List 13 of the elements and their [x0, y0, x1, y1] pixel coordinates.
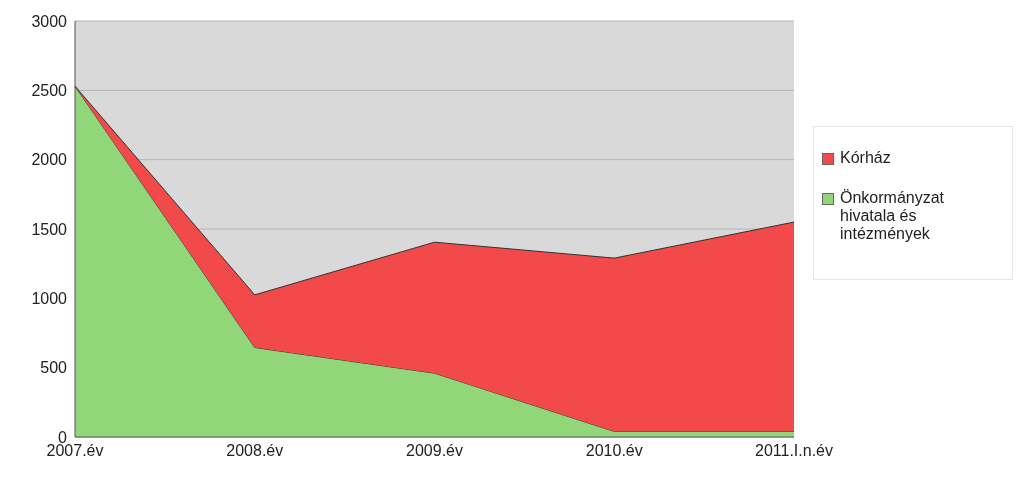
- y-tick-label: 1000: [31, 290, 68, 308]
- y-tick-label: 500: [40, 359, 68, 377]
- x-tick-label: 2009.év: [406, 442, 463, 460]
- x-tick-label: 2008.év: [226, 442, 284, 460]
- y-tick-label: 3000: [31, 12, 68, 30]
- x-tick-label: 2007.év: [46, 442, 104, 460]
- y-tick-label: 2500: [31, 82, 68, 100]
- legend-label: Kórház: [840, 149, 892, 167]
- y-tick-label: 1500: [31, 220, 68, 238]
- x-tick-label: 2011.I.n.év: [755, 442, 833, 460]
- x-tick-label: 2010.év: [585, 442, 643, 460]
- legend-label: Önkormányzat hivatala és intézmények: [840, 189, 946, 243]
- y-tick-label: 2000: [31, 151, 68, 169]
